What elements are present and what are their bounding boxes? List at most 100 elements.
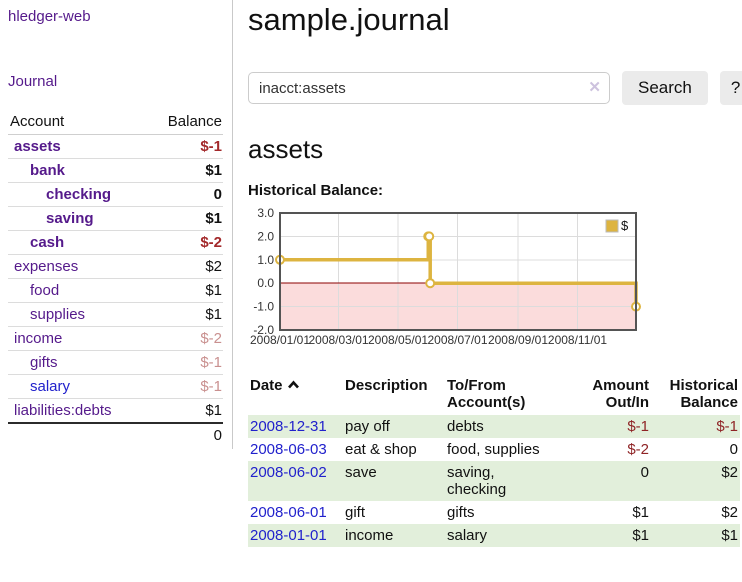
- account-row: gifts $-1: [8, 350, 223, 375]
- account-link[interactable]: salary: [30, 378, 71, 395]
- brand: hledger-web: [8, 8, 223, 25]
- search-input[interactable]: [248, 72, 610, 104]
- transaction-amount: $1: [632, 527, 649, 544]
- transaction-accounts: saving, checking: [447, 464, 507, 498]
- transaction-accounts: food, supplies: [447, 441, 540, 458]
- chart-title: Historical Balance:: [248, 182, 384, 199]
- accounts-total-balance: 0: [146, 422, 223, 447]
- transaction-date-link[interactable]: 2008-06-01: [250, 504, 327, 521]
- account-balance: $1: [146, 398, 223, 423]
- col-header-amount: Amount Out/In: [592, 377, 649, 411]
- col-header-description: Description: [345, 377, 428, 394]
- transaction-amount: $-1: [627, 418, 649, 435]
- x-tick-label: 2008/05/01: [368, 333, 428, 347]
- transaction-description: income: [345, 527, 394, 544]
- sidebar-nav: Journal: [8, 73, 223, 90]
- brand-link[interactable]: hledger-web: [8, 8, 91, 25]
- account-link[interactable]: assets: [14, 138, 61, 155]
- account-link[interactable]: checking: [46, 186, 112, 203]
- transaction-date-link[interactable]: 2008-06-02: [250, 464, 327, 481]
- transaction-balance: $2: [721, 464, 738, 481]
- account-balance: $1: [146, 302, 223, 327]
- account-link[interactable]: liabilities:debts: [14, 402, 112, 419]
- x-tick-label: 2008/07/01: [427, 333, 487, 347]
- search-button[interactable]: Search: [622, 71, 708, 105]
- data-point-marker: [425, 278, 436, 289]
- clear-search-icon[interactable]: ✕: [588, 79, 601, 96]
- account-row: saving $1: [8, 206, 223, 231]
- balance-chart-container: 2008/01/01 2008/03/01 2008/05/01 2008/07/01…: [248, 206, 742, 349]
- x-tick-label: 2008/09/01: [488, 333, 548, 347]
- account-link[interactable]: income: [14, 330, 63, 347]
- account-balance: 0: [146, 182, 223, 207]
- account-title: assets: [248, 134, 324, 164]
- sidebar: hledger-web Journal Account Balance asse…: [0, 0, 233, 449]
- sort-ascending-icon: [287, 380, 299, 389]
- search-input-wrap: ✕: [248, 72, 610, 104]
- plot-border: [279, 212, 637, 331]
- account-balance: $-1: [146, 374, 223, 399]
- help-button[interactable]: ?: [719, 71, 742, 105]
- sidebar-item-journal[interactable]: Journal: [8, 73, 58, 90]
- account-row: salary $-1: [8, 374, 223, 399]
- x-tick-label: 2008/03/01: [308, 333, 368, 347]
- account-row: cash $-2: [8, 230, 223, 255]
- account-link[interactable]: saving: [46, 210, 94, 227]
- account-link[interactable]: supplies: [30, 306, 86, 323]
- transaction-date-link[interactable]: 2008-01-01: [250, 527, 327, 544]
- transaction-row: 2008-06-03 eat & shop food, supplies $-2 0: [248, 438, 740, 461]
- account-link[interactable]: bank: [30, 162, 66, 179]
- account-row: expenses $2: [8, 254, 223, 279]
- account-row: assets $-1: [8, 134, 223, 159]
- register-tbody: 2008-12-31 pay off debts $-1 $-1 2008-06-03 ea…: [248, 415, 740, 547]
- y-tick-label: 0.0: [257, 276, 274, 290]
- account-balance: $2: [146, 254, 223, 279]
- y-tick-label: -2.0: [253, 323, 274, 337]
- page: hledger-web Journal Account Balance asse…: [0, 0, 742, 547]
- transaction-amount: $-2: [627, 441, 649, 458]
- col-header-date[interactable]: Date: [248, 375, 343, 415]
- account-balance: $-1: [146, 350, 223, 375]
- account-link[interactable]: expenses: [14, 258, 79, 275]
- accounts-header-row: Account Balance: [8, 110, 223, 135]
- x-tick-label: 2008/01/01: [250, 333, 310, 347]
- transaction-balance: $2: [721, 504, 738, 521]
- accounts-total-row: 0: [8, 422, 223, 447]
- transaction-date-link[interactable]: 2008-12-31: [250, 418, 327, 435]
- transaction-balance: $-1: [716, 418, 738, 435]
- account-balance: $-2: [146, 326, 223, 351]
- account-balance: $1: [146, 278, 223, 303]
- transaction-description: save: [345, 464, 377, 481]
- register-table: Date Description To/From Account(s) Amou…: [248, 375, 740, 547]
- account-link[interactable]: gifts: [30, 354, 58, 371]
- transaction-description: gift: [345, 504, 366, 521]
- accounts-table: Account Balance assets $-1 bank $1 checking 0…: [8, 110, 223, 447]
- y-tick-label: 2.0: [257, 229, 274, 243]
- transaction-accounts: gifts: [447, 504, 475, 521]
- page-title: sample.journal: [248, 2, 450, 37]
- search-form: ✕ Search ?: [248, 71, 742, 105]
- y-tick-label: -1.0: [253, 300, 274, 314]
- transaction-amount: $1: [632, 504, 649, 521]
- transaction-balance: $1: [721, 527, 738, 544]
- transaction-row: 2008-12-31 pay off debts $-1 $-1: [248, 415, 740, 438]
- account-link[interactable]: food: [30, 282, 60, 299]
- legend-label: $: [621, 218, 629, 233]
- transaction-row: 2008-06-01 gift gifts $1 $2: [248, 501, 740, 524]
- account-row: bank $1: [8, 158, 223, 183]
- account-row: liabilities:debts $1: [8, 398, 223, 423]
- transaction-date-link[interactable]: 2008-06-03: [250, 441, 327, 458]
- transaction-description: eat & shop: [345, 441, 417, 458]
- account-balance: $1: [146, 206, 223, 231]
- x-tick-label: 2008/11/01: [548, 333, 607, 347]
- account-balance: $1: [146, 158, 223, 183]
- transaction-row: 2008-06-02 save saving, checking 0 $2: [248, 461, 740, 501]
- account-row: income $-2: [8, 326, 223, 351]
- transaction-accounts: debts: [447, 418, 484, 435]
- main-content: sample.journal ✕ Search ? assets Histori…: [233, 0, 742, 547]
- account-link[interactable]: cash: [30, 234, 65, 251]
- col-header-balance: Historical Balance: [669, 377, 738, 411]
- data-point-marker: [424, 231, 435, 242]
- account-row: supplies $1: [8, 302, 223, 327]
